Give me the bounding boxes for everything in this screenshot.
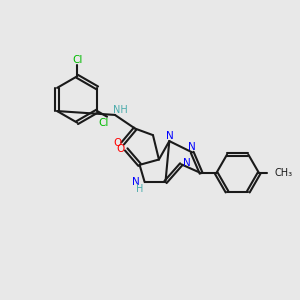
Text: N: N bbox=[133, 177, 140, 187]
Text: O: O bbox=[117, 144, 125, 154]
Text: N: N bbox=[188, 142, 196, 152]
Text: NH: NH bbox=[113, 105, 128, 115]
Text: Cl: Cl bbox=[98, 118, 109, 128]
Text: Cl: Cl bbox=[72, 55, 83, 64]
Text: N: N bbox=[183, 158, 191, 168]
Text: O: O bbox=[113, 139, 122, 148]
Text: H: H bbox=[136, 184, 143, 194]
Text: CH₃: CH₃ bbox=[275, 168, 293, 178]
Text: N: N bbox=[166, 131, 174, 141]
